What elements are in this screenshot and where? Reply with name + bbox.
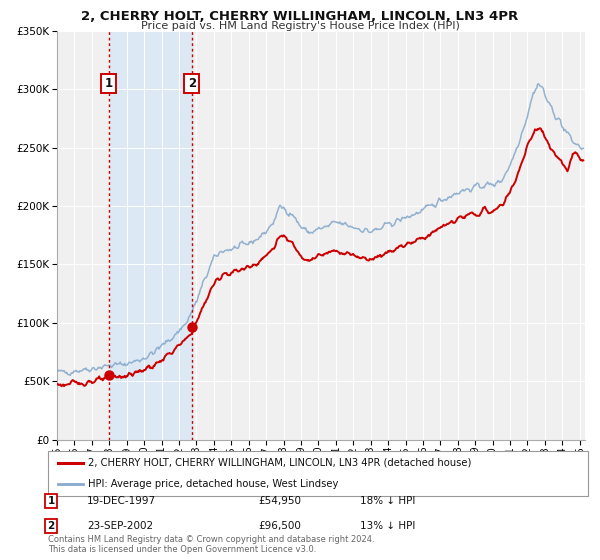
Text: 2: 2 bbox=[188, 77, 196, 90]
Text: 2, CHERRY HOLT, CHERRY WILLINGHAM, LINCOLN, LN3 4PR: 2, CHERRY HOLT, CHERRY WILLINGHAM, LINCO… bbox=[82, 10, 518, 23]
Text: 13% ↓ HPI: 13% ↓ HPI bbox=[360, 521, 415, 531]
Text: £54,950: £54,950 bbox=[258, 496, 301, 506]
Text: Contains HM Land Registry data © Crown copyright and database right 2024.
This d: Contains HM Land Registry data © Crown c… bbox=[48, 535, 374, 554]
Text: 1: 1 bbox=[47, 496, 55, 506]
Text: Price paid vs. HM Land Registry's House Price Index (HPI): Price paid vs. HM Land Registry's House … bbox=[140, 21, 460, 31]
Text: 1: 1 bbox=[104, 77, 113, 90]
FancyBboxPatch shape bbox=[48, 451, 588, 496]
Text: 18% ↓ HPI: 18% ↓ HPI bbox=[360, 496, 415, 506]
Text: HPI: Average price, detached house, West Lindsey: HPI: Average price, detached house, West… bbox=[89, 479, 339, 489]
Text: 2: 2 bbox=[47, 521, 55, 531]
Text: 2, CHERRY HOLT, CHERRY WILLINGHAM, LINCOLN, LN3 4PR (detached house): 2, CHERRY HOLT, CHERRY WILLINGHAM, LINCO… bbox=[89, 458, 472, 468]
Text: £96,500: £96,500 bbox=[258, 521, 301, 531]
Text: 23-SEP-2002: 23-SEP-2002 bbox=[87, 521, 153, 531]
Bar bbox=[109, 31, 192, 440]
Text: 19-DEC-1997: 19-DEC-1997 bbox=[87, 496, 156, 506]
